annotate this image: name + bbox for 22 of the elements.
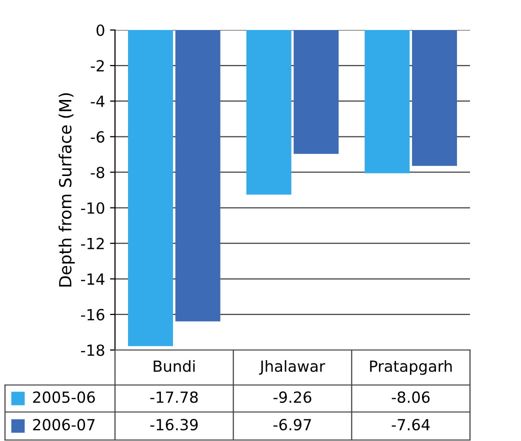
x-tick-label: Pratapgarh	[370, 360, 452, 375]
data-label: -7.64	[392, 418, 430, 430]
x-tick-label: Bundi	[154, 360, 195, 372]
data-label: -9.26	[273, 391, 312, 403]
data-label: -8.06	[392, 391, 430, 403]
y-axis-title: Depth from Surface (M)	[58, 93, 75, 287]
y-tick-label: -6	[90, 131, 104, 143]
y-tick-label: -12	[81, 238, 104, 250]
y-tick-label: -4	[90, 96, 104, 107]
data-label: -17.78	[150, 391, 198, 403]
y-tick-label: -2	[90, 60, 104, 72]
data-label: -6.97	[273, 418, 311, 430]
y-tick-label: -8	[90, 166, 104, 178]
y-tick-label: 0	[96, 24, 104, 36]
y-tick-label: -14	[81, 274, 104, 285]
y-tick-label: -18	[81, 344, 104, 356]
data-label: -16.39	[150, 418, 198, 430]
x-tick-label: Jhalawar	[259, 360, 326, 375]
legend-label: 2006-07	[33, 418, 95, 430]
y-tick-label: -16	[81, 308, 104, 320]
legend-label: 2005-06	[33, 391, 95, 403]
y-tick-label: -10	[81, 202, 104, 214]
